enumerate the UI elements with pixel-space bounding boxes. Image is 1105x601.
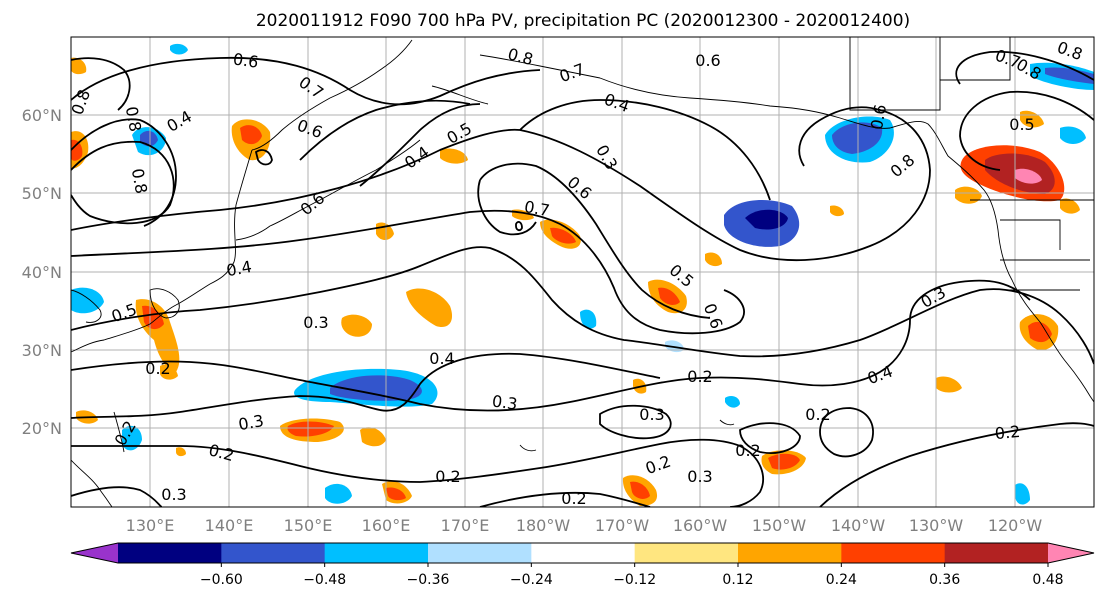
colorbar-bin — [428, 543, 532, 563]
map-panel: 0.6 0.7 0.8 0.8 0.8 0.4 0.6 0.8 0.7 0.4 … — [70, 36, 1095, 508]
colorbar-tick-label: −0.36 — [407, 572, 450, 588]
contour-label: 0.6 — [867, 103, 890, 131]
colorbar-extend-low — [71, 543, 118, 563]
negative-patches-minor — [71, 43, 1094, 505]
colorbar-tick-label: −0.24 — [510, 572, 553, 588]
contour-label: 0.3 — [161, 485, 186, 504]
colorbar-tick-label: −0.48 — [303, 572, 346, 588]
contour-label: 0.5 — [1009, 115, 1034, 134]
lon-tick-label: 120°W — [988, 516, 1043, 535]
negative-patch-pacific-subtropical — [294, 368, 438, 407]
map-frame — [70, 36, 1095, 508]
contour-label: 0.8 — [128, 167, 151, 195]
colorbar-bin — [738, 543, 842, 563]
graticule — [71, 37, 1094, 507]
lon-tick-label: 140°E — [205, 516, 254, 535]
contour-label: 0.2 — [145, 359, 170, 378]
pv-contours — [71, 50, 1094, 507]
contour-label: 0.3 — [303, 313, 328, 332]
lon-tick-label: 150°E — [284, 516, 333, 535]
contour-label: 0.3 — [639, 405, 664, 424]
positive-patch-california — [1019, 314, 1059, 351]
colorbar-bin — [841, 543, 946, 563]
contour-label: 0.2 — [994, 422, 1021, 443]
lon-tick-label: 170°W — [595, 516, 650, 535]
colorbar-bin — [118, 543, 222, 563]
colorbar: −0.60 −0.48 −0.36 −0.24 −0.12 0.12 0.24 0.36 0.4… — [70, 542, 1095, 588]
contour-label: 0.6 — [232, 49, 260, 71]
colorbar-tick-label: −0.60 — [200, 572, 243, 588]
positive-patch-us-west-coast — [955, 145, 1065, 204]
colorbar-bin — [944, 543, 1049, 563]
lat-tick-label: 50°N — [22, 184, 62, 203]
colorbar-tick-label: 0.48 — [1032, 572, 1063, 588]
chart-title: 2020011912 F090 700 hPa PV, precipitatio… — [256, 11, 910, 31]
contour-label: 0.2 — [805, 405, 830, 424]
coastlines — [71, 37, 1094, 507]
negative-patch-gulf-alaska — [724, 199, 800, 247]
contour-label: 0.2 — [561, 489, 586, 508]
latitude-labels: 60°N 50°N 40°N 30°N 20°N — [22, 106, 62, 438]
colorbar-extend-high — [1048, 543, 1094, 563]
lon-tick-label: 140°W — [831, 516, 886, 535]
colorbar-outline — [70, 542, 1095, 564]
contour-label: 0.6 — [695, 51, 720, 70]
lon-tick-label: 160°W — [673, 516, 728, 535]
contour-label: 0.3 — [687, 467, 712, 486]
colorbar-bin — [634, 543, 739, 563]
contour-label: 0.2 — [735, 441, 760, 460]
colorbar-tick-label: −0.12 — [613, 572, 656, 588]
contour-label: 0.2 — [435, 467, 460, 486]
contour-label: 0.3 — [237, 411, 265, 434]
colorbar-bin — [324, 543, 429, 563]
lon-tick-label: 170°E — [441, 516, 490, 535]
lon-tick-label: 130°W — [909, 516, 964, 535]
lon-tick-label: 160°E — [362, 516, 411, 535]
contour-label: 0.8 — [122, 105, 145, 133]
lon-tick-label: 130°E — [126, 516, 175, 535]
positive-patches-minor — [71, 57, 1080, 506]
precip-shading — [71, 43, 1094, 506]
contour-label: 0.4 — [429, 349, 454, 368]
lat-tick-label: 60°N — [22, 106, 62, 125]
lat-tick-label: 40°N — [22, 263, 62, 282]
colorbar-bin — [221, 543, 326, 563]
lon-tick-label: 180°W — [516, 516, 571, 535]
colorbar-tick-label: 0.12 — [722, 572, 753, 588]
contour-label: 0.3 — [491, 391, 519, 413]
contour-label: 0.7 — [523, 197, 551, 220]
lon-tick-label: 150°W — [752, 516, 807, 535]
colorbar-tick-label: 0.36 — [929, 572, 960, 588]
lat-tick-label: 30°N — [22, 341, 62, 360]
colorbar-tick-label: 0.24 — [826, 572, 857, 588]
lat-tick-label: 20°N — [22, 419, 62, 438]
longitude-labels: 130°E 140°E 150°E 160°E 170°E 180°W 170°… — [126, 516, 1043, 535]
contour-label: 0.4 — [225, 257, 253, 280]
contour-label: 0.2 — [687, 367, 712, 386]
colorbar-bin — [531, 543, 636, 563]
